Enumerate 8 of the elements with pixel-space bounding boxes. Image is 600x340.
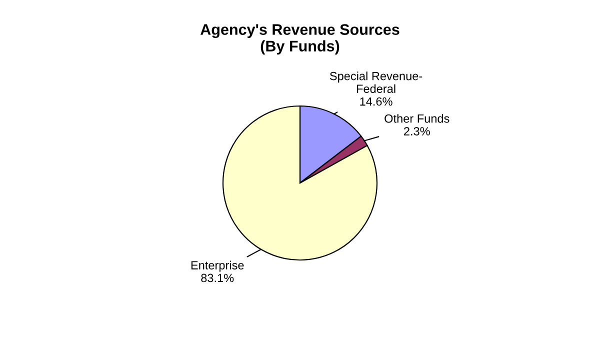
chart-title: Agency's Revenue Sources (By Funds) — [200, 24, 400, 54]
data-label: 14.6% — [360, 97, 392, 106]
pie-slice — [222, 105, 378, 261]
slice-label: Enterprise — [191, 260, 244, 272]
data-label: 83.1% — [201, 274, 234, 282]
slice-label: Other Funds — [384, 114, 450, 123]
slice-label: Special Revenue-Federal — [330, 72, 422, 93]
data-label: 2.3% — [404, 127, 430, 136]
